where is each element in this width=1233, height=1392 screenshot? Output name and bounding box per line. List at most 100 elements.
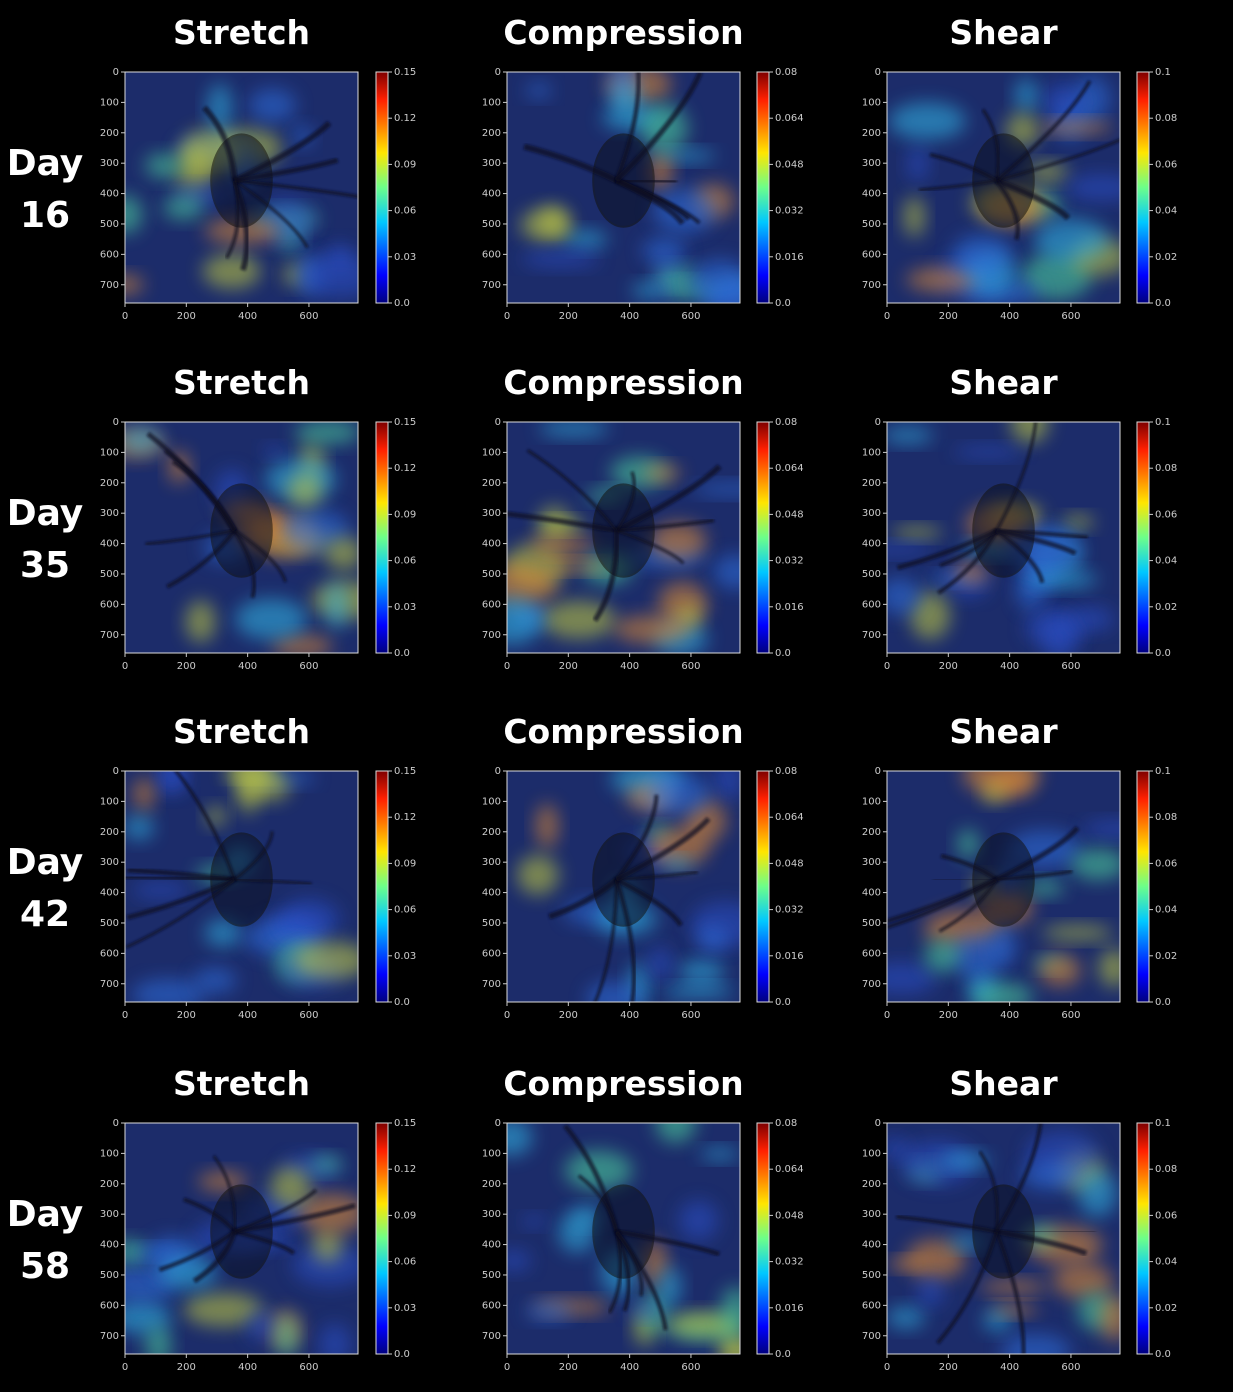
panel-title: Stretch xyxy=(173,13,310,52)
heatmap xyxy=(507,1123,740,1354)
x-tick-label: 200 xyxy=(177,311,196,322)
colorbar-tick-label: 0.048 xyxy=(775,159,804,170)
y-tick-label: 700 xyxy=(862,979,881,990)
colorbar xyxy=(375,770,389,1003)
vessel xyxy=(234,178,358,199)
heatmap-blob xyxy=(507,563,558,607)
y-tick-label: 300 xyxy=(482,1209,501,1220)
y-tick-label: 600 xyxy=(862,599,881,610)
y-tick-label: 0 xyxy=(495,417,501,428)
heatmap-blob xyxy=(521,1215,547,1228)
vessel xyxy=(233,179,309,249)
heatmap-blob xyxy=(326,582,347,630)
vessel xyxy=(936,1230,999,1345)
y-tick-label: 300 xyxy=(482,857,501,868)
y-tick-label: 100 xyxy=(862,97,881,108)
vessel xyxy=(523,143,618,184)
heatmap-blob xyxy=(1078,1169,1117,1217)
colorbar-tick-label: 0.15 xyxy=(394,67,416,78)
x-tick-label: 400 xyxy=(620,661,639,672)
vessel xyxy=(526,448,618,532)
y-tick-label: 700 xyxy=(482,630,501,641)
colorbar-tick-label: 0.04 xyxy=(1155,1257,1177,1268)
colorbar-tick-label: 0.04 xyxy=(1155,556,1177,567)
y-tick-label: 500 xyxy=(862,219,881,230)
vessel xyxy=(995,825,1080,882)
heatmap-blob xyxy=(160,771,184,791)
x-tick-label: 600 xyxy=(299,661,318,672)
x-tick-label: 400 xyxy=(620,1010,639,1021)
heatmap-blob xyxy=(318,1323,352,1354)
y-tick-label: 500 xyxy=(100,219,119,230)
x-tick-label: 400 xyxy=(238,1010,257,1021)
heatmap-blob xyxy=(507,597,542,645)
heatmap-blob xyxy=(644,464,681,482)
colorbar xyxy=(756,770,770,1003)
heatmap-blob xyxy=(907,145,929,183)
colorbar-tick-label: 0.09 xyxy=(394,509,416,520)
heatmap-blob xyxy=(1025,879,1065,896)
y-tick-label: 700 xyxy=(100,630,119,641)
colorbar-tick-label: 0.016 xyxy=(775,252,804,263)
y-tick-label: 600 xyxy=(862,1300,881,1311)
colorbar-tick-label: 0.0 xyxy=(775,997,791,1008)
vessel xyxy=(125,878,236,949)
x-tick-label: 600 xyxy=(1061,661,1080,672)
x-tick-label: 400 xyxy=(238,1362,257,1373)
vessel xyxy=(996,138,1120,183)
heatmap-blob xyxy=(131,978,205,1002)
colorbar-tick-label: 0.02 xyxy=(1155,252,1177,263)
heatmap-blob xyxy=(271,635,333,653)
heatmap-blob xyxy=(887,1306,926,1329)
x-tick-label: 200 xyxy=(177,1010,196,1021)
colorbar-tick-label: 0.12 xyxy=(394,113,416,124)
heatmap-blob xyxy=(1082,820,1120,838)
vessel xyxy=(614,878,637,1002)
heatmap-blob xyxy=(678,1200,719,1241)
colorbar-tick-label: 0.08 xyxy=(1155,1164,1177,1175)
heatmap-blob xyxy=(887,543,933,556)
vessel xyxy=(615,471,636,532)
colorbar-tick-label: 0.06 xyxy=(1155,509,1177,520)
y-tick-label: 400 xyxy=(482,189,501,200)
y-tick-label: 200 xyxy=(862,128,881,139)
x-tick-label: 200 xyxy=(559,661,578,672)
vessel xyxy=(918,179,997,192)
y-tick-label: 500 xyxy=(482,569,501,580)
vessel xyxy=(937,529,999,595)
colorbar-tick-label: 0.064 xyxy=(775,812,804,823)
heatmap-blob xyxy=(720,1286,740,1334)
y-tick-label: 600 xyxy=(862,948,881,959)
colorbar xyxy=(375,421,389,654)
colorbar-tick-label: 0.0 xyxy=(1155,648,1171,659)
heatmap-blob xyxy=(507,1250,531,1272)
x-tick-label: 0 xyxy=(504,1010,510,1021)
x-tick-label: 600 xyxy=(681,311,700,322)
heatmap-blob xyxy=(649,773,710,815)
heatmap-blob xyxy=(696,926,729,953)
x-tick-label: 600 xyxy=(681,1362,700,1373)
vessel xyxy=(616,1229,720,1257)
y-tick-label: 100 xyxy=(862,1148,881,1159)
x-tick-label: 0 xyxy=(504,1362,510,1373)
heatmap xyxy=(887,1123,1120,1354)
y-tick-label: 0 xyxy=(113,67,119,78)
y-tick-label: 600 xyxy=(100,948,119,959)
heatmap-blob xyxy=(562,229,608,250)
vessel xyxy=(232,529,257,599)
x-tick-label: 200 xyxy=(559,311,578,322)
heatmap-blob xyxy=(516,855,559,895)
colorbar-tick-label: 0.0 xyxy=(394,298,410,309)
vessel xyxy=(996,869,1073,882)
y-tick-label: 600 xyxy=(100,599,119,610)
panel-title: Stretch xyxy=(173,1064,310,1103)
heatmap-blob xyxy=(632,282,664,299)
x-tick-label: 200 xyxy=(939,661,958,672)
heatmap-blob xyxy=(275,1314,298,1354)
heatmap-blob xyxy=(162,195,205,220)
heatmap-blob xyxy=(1033,218,1109,262)
vessel xyxy=(616,178,678,185)
heatmap-blob xyxy=(294,422,358,444)
heatmap-blob xyxy=(989,924,1017,966)
